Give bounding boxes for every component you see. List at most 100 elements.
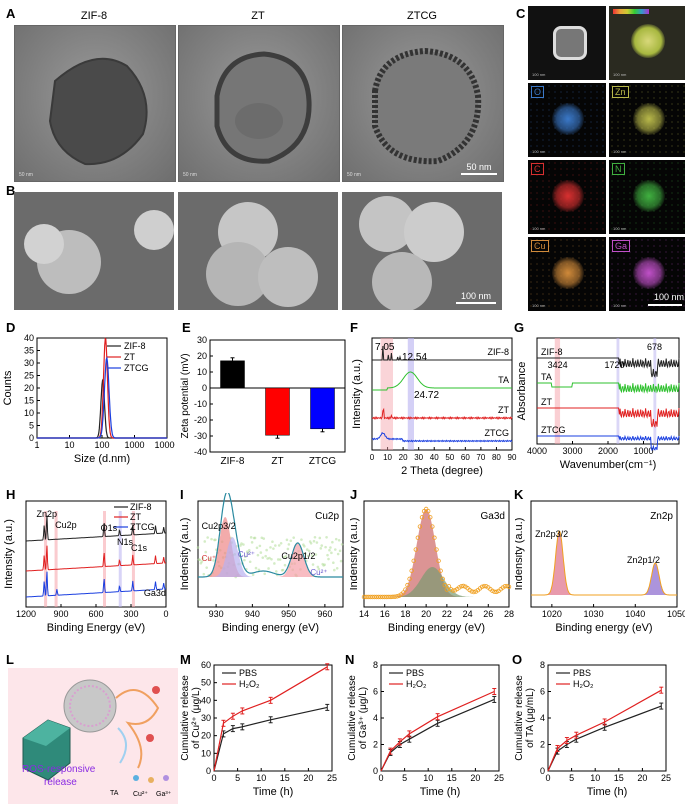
m-xlabel: Time (h) xyxy=(253,786,294,798)
i-data-point xyxy=(269,546,272,549)
n-xtick-label: 10 xyxy=(423,773,433,783)
i-data-point xyxy=(282,569,285,572)
i-xtick-label: 930 xyxy=(209,609,224,619)
g-xtick-label: 2000 xyxy=(598,446,618,456)
h-peak-label: O1s xyxy=(101,523,118,533)
o-legend-label: PBS xyxy=(573,668,591,678)
schematic-background: ROS-responsive release TA Cu²⁺ Ga³⁺ xyxy=(8,668,178,804)
eds-signal-zn xyxy=(633,103,665,135)
d-xtick-label: 100 xyxy=(94,440,109,450)
eds-small-scale: 100 nm xyxy=(613,303,626,308)
m-xtick-label: 5 xyxy=(235,773,240,783)
i-data-point xyxy=(292,536,295,539)
d-ytick-label: 0 xyxy=(29,433,34,443)
e-ytick-label: -40 xyxy=(194,447,207,457)
eds-overlay-image: 100 nm xyxy=(609,6,685,80)
eds-small-scale: 100 nm xyxy=(532,72,545,77)
i-data-point xyxy=(265,549,268,552)
f-peak-label: 12.54 xyxy=(402,352,427,363)
schematic-legend-ta: TA xyxy=(110,790,118,797)
eds-overlay-particle xyxy=(631,24,665,58)
tem-zt-small-scale: 50 nm xyxy=(183,172,197,178)
eds-small-scale: 100 nm xyxy=(532,303,545,308)
i-data-point xyxy=(284,564,287,567)
f-ylabel: Intensity (a.u.) xyxy=(351,359,363,429)
g-xtick-label: 3000 xyxy=(562,446,582,456)
chart-j-xps-ga3d: 14 16 18 20 22 24 26 28Binding energy (eV)Inden… xyxy=(350,493,515,643)
chart-h-xps-survey: 1200 900 600 300 0Binding Energy (eV)Intensi… xyxy=(0,493,178,643)
i-data-point xyxy=(328,549,331,552)
sem-zt-particles xyxy=(178,192,338,310)
f-xtick-label: 30 xyxy=(414,453,423,462)
i-data-point xyxy=(323,563,326,566)
eds-signal-ga xyxy=(633,257,665,289)
i-data-point xyxy=(275,570,278,573)
m-xtick-label: 0 xyxy=(211,773,216,783)
m-ylabel-line1: Cumulative release xyxy=(180,675,191,761)
d-ytick-label: 5 xyxy=(29,421,34,431)
f-series-label: TA xyxy=(498,375,509,385)
i-data-point xyxy=(325,536,328,539)
o-ytick-label: 6 xyxy=(540,687,545,697)
j-xtick-label: 20 xyxy=(421,609,431,619)
sem-zif8-particles xyxy=(14,192,174,310)
i-data-point xyxy=(278,544,281,547)
i-data-point xyxy=(286,539,289,542)
f-xlabel: 2 Theta (degree) xyxy=(401,465,483,477)
f-xtick-label: 20 xyxy=(399,453,408,462)
o-xtick-label: 10 xyxy=(590,773,600,783)
eds-map-cu: Cu 100 nm xyxy=(528,237,606,311)
d-ytick-label: 30 xyxy=(24,358,34,368)
i-data-point xyxy=(338,539,341,542)
m-legend-label: PBS xyxy=(239,668,257,678)
f-series-label: ZTCG xyxy=(485,428,510,438)
eds-map-n: N 100 nm xyxy=(609,160,685,234)
m-ytick-label: 50 xyxy=(201,678,211,688)
o-xtick-label: 0 xyxy=(545,773,550,783)
i-data-point xyxy=(249,560,252,563)
k-xtick-label: 1040 xyxy=(625,609,645,619)
eds-label-zn: Zn xyxy=(612,86,629,98)
i-data-point xyxy=(242,543,245,546)
eds-signal-c xyxy=(552,180,584,212)
f-series-label: ZT xyxy=(498,405,509,415)
h-xtick-label: 900 xyxy=(53,609,68,619)
i-data-point xyxy=(319,537,322,540)
chart-d-dls: 1101001000100000510152025303540Size (d.n… xyxy=(0,330,175,480)
eds-small-scale: 100 nm xyxy=(532,149,545,154)
n-series-h2o2 xyxy=(381,692,494,772)
m-frame xyxy=(214,665,332,771)
i-data-point xyxy=(262,537,265,540)
chart-n-ga-release: 0 5 10 15 20 2502468Time (h)Cumulative releas… xyxy=(345,655,513,807)
o-ytick-label: 4 xyxy=(540,713,545,723)
i-data-point xyxy=(336,567,339,570)
tem-title-zif8: ZIF-8 xyxy=(14,10,174,22)
e-category-label: ZT xyxy=(271,456,283,467)
i-data-point xyxy=(256,546,259,549)
i-data-point xyxy=(260,551,263,554)
n-xtick-label: 15 xyxy=(447,773,457,783)
d-xtick-label: 1 xyxy=(34,440,39,450)
i-data-point xyxy=(333,569,336,572)
i-data-point xyxy=(273,562,276,565)
sem-scale-line xyxy=(456,302,496,304)
j-xtick-label: 28 xyxy=(504,609,514,619)
h-xtick-label: 600 xyxy=(88,609,103,619)
eds-signal-o xyxy=(552,103,584,135)
i-data-point xyxy=(288,543,291,546)
g-peak-label: 3424 xyxy=(548,360,568,370)
tem-title-zt: ZT xyxy=(178,10,338,22)
f-xtick-label: 80 xyxy=(492,453,501,462)
h-highlight xyxy=(119,511,122,607)
o-xlabel: Time (h) xyxy=(587,786,628,798)
tem-image-ztcg: 50 nm 50 nm xyxy=(342,25,504,182)
tem-zif8-small-scale: 50 nm xyxy=(19,172,33,178)
i-data-point xyxy=(267,567,270,570)
o-series-pbs xyxy=(548,706,661,771)
i-data-point xyxy=(320,544,323,547)
i-data-point xyxy=(263,572,266,575)
d-legend-label: ZIF-8 xyxy=(124,341,146,351)
tem-scale-line xyxy=(461,173,497,175)
j-xtick-label: 26 xyxy=(483,609,493,619)
o-xtick-label: 25 xyxy=(661,773,671,783)
